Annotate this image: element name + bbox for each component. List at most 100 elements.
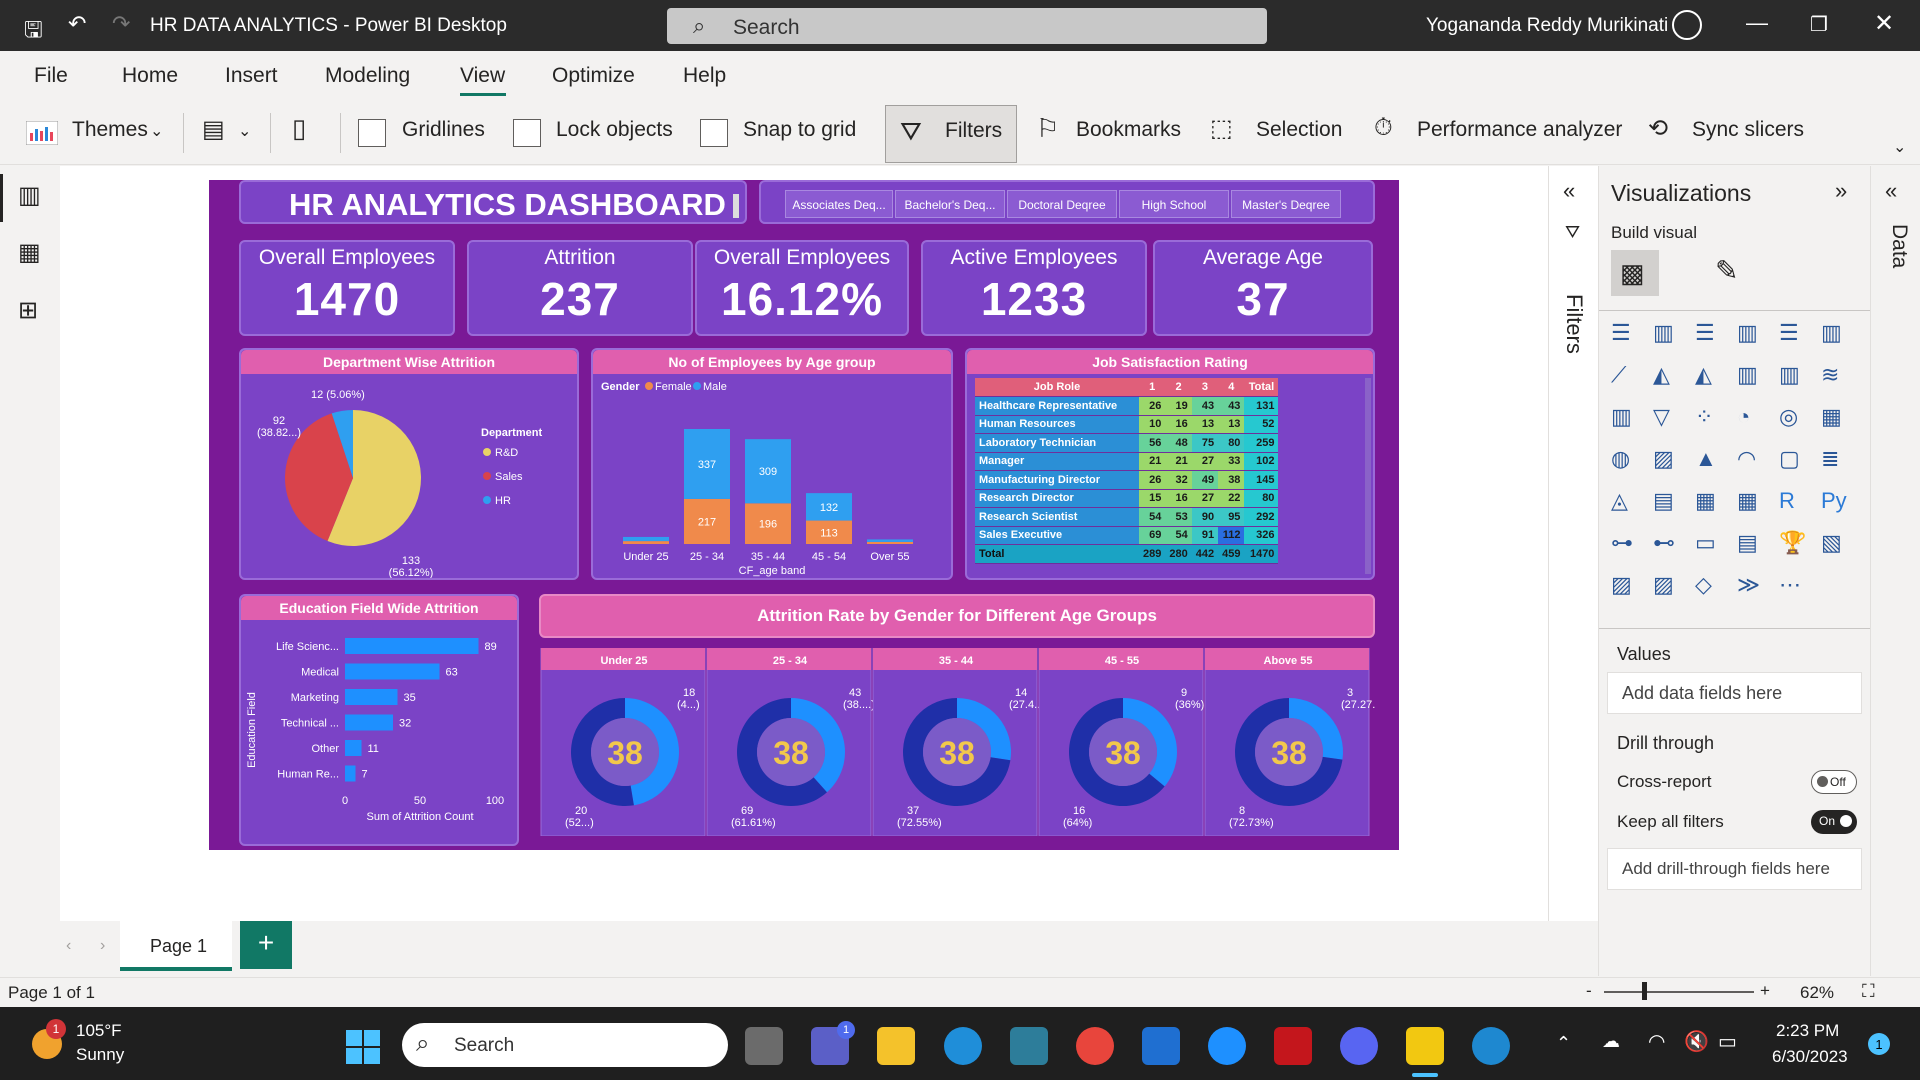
notification-badge[interactable]: 1 (1868, 1033, 1890, 1055)
100-bar-visual-icon[interactable]: ☰ (1779, 320, 1799, 345)
model-view-icon[interactable]: ⊞ (18, 297, 39, 324)
edge-dev-icon[interactable] (1472, 1027, 1510, 1065)
collapse-icon[interactable]: » (1835, 178, 1848, 203)
line-visual-icon[interactable]: ⟋ (1611, 362, 1627, 387)
taskbar-search[interactable]: ⌕ Search (402, 1023, 728, 1067)
azure-map-visual-icon[interactable]: ▲ (1695, 446, 1717, 471)
table-row[interactable]: Human Resources 10 16 13 13 52 (975, 415, 1279, 434)
qa-visual-icon[interactable]: ▭ (1695, 530, 1716, 555)
treemap-visual-icon[interactable]: ▦ (1821, 404, 1842, 429)
onedrive-icon[interactable]: ☁ (1602, 1031, 1620, 1051)
page-tab-1[interactable]: Page 1 (120, 921, 232, 971)
mobile-layout-icon[interactable]: ▯ (292, 113, 307, 143)
table-row[interactable]: Research Scientist 54 53 90 95 292 (975, 507, 1279, 527)
clock-time[interactable]: 2:23 PM (1776, 1021, 1840, 1040)
account-icon[interactable] (1672, 10, 1702, 40)
bookmarks-button[interactable]: Bookmarks (1076, 118, 1182, 141)
themes-button[interactable]: Themes (72, 118, 148, 141)
edge-icon[interactable] (944, 1027, 982, 1065)
filters-pane-collapsed[interactable]: « ⛛ Filters (1548, 166, 1598, 921)
table-visual-icon[interactable]: ▦ (1695, 488, 1716, 513)
zoom-in-icon[interactable]: + (1760, 981, 1770, 1000)
zoom-out-icon[interactable]: - (1586, 981, 1592, 1000)
stacked-column-visual-icon[interactable]: ▥ (1653, 320, 1674, 345)
tab-insert[interactable]: Insert (225, 64, 278, 87)
python-visual-icon[interactable]: Py (1821, 488, 1847, 513)
battery-icon[interactable]: ▭ (1718, 1031, 1737, 1053)
diamond-visual-icon[interactable]: ◇ (1695, 572, 1712, 597)
zoom-thumb[interactable] (1642, 982, 1647, 1000)
lock-objects-checkbox[interactable] (513, 119, 541, 147)
gridlines-checkbox[interactable] (358, 119, 386, 147)
slicer-item-high-school[interactable]: High School (1119, 190, 1229, 218)
slicer-item-masters[interactable]: Master's Deqree (1231, 190, 1341, 218)
close-icon[interactable]: ✕ (1874, 10, 1895, 37)
mcafee-icon[interactable] (1274, 1027, 1312, 1065)
education-field-chart[interactable]: Education Field Wide Attrition Life Scie… (239, 594, 519, 846)
start-icon[interactable] (345, 1029, 381, 1065)
discord-icon[interactable] (1340, 1027, 1378, 1065)
values-well[interactable]: Add data fields here (1607, 672, 1862, 714)
tab-help[interactable]: Help (683, 64, 727, 87)
wifi-icon[interactable]: ◠ (1648, 1031, 1666, 1053)
tab-optimize[interactable]: Optimize (552, 64, 635, 87)
area-visual-icon[interactable]: ◭ (1653, 362, 1670, 387)
tab-file[interactable]: File (34, 64, 68, 87)
decomposition-tree-visual-icon[interactable]: ⊷ (1653, 530, 1675, 555)
task-view-icon[interactable] (745, 1027, 783, 1065)
key-influencers-visual-icon[interactable]: ⊶ (1611, 530, 1633, 555)
gauge-visual-icon[interactable]: ◠ (1737, 446, 1757, 471)
table-row[interactable]: Manufacturing Director 26 32 49 38 145 (975, 470, 1279, 490)
funnel-visual-icon[interactable]: ▽ (1653, 404, 1670, 429)
line-clustered-visual-icon[interactable]: ▥ (1779, 362, 1800, 387)
kpi-average-age[interactable]: Average Age 37 (1153, 240, 1373, 336)
clustered-column-visual-icon[interactable]: ▥ (1737, 320, 1758, 345)
sync-slicers-button[interactable]: Sync slicers (1692, 118, 1805, 141)
chevron-down-icon[interactable]: ⌄ (238, 123, 252, 140)
100-column-visual-icon[interactable]: ▥ (1821, 320, 1842, 345)
table-view-icon[interactable]: ▦ (18, 239, 41, 266)
column-header[interactable]: Job Role (975, 378, 1139, 397)
department-attrition-chart[interactable]: Department Wise Attrition 133 (56.12%) 92(… (239, 348, 579, 580)
save-icon[interactable]: 🖫 (24, 17, 43, 42)
zoom-slider[interactable] (1604, 991, 1754, 993)
next-page-icon[interactable]: › (100, 937, 106, 954)
fit-to-page-icon[interactable]: ⛶ (1862, 981, 1875, 1001)
table-row[interactable]: Healthcare Representative 26 19 43 43 131 (975, 396, 1279, 416)
stacked-bar-visual-icon[interactable]: ☰ (1611, 320, 1631, 345)
map-visual-icon[interactable]: ◍ (1611, 446, 1631, 471)
narrative-visual-icon[interactable]: ▤ (1737, 530, 1758, 555)
clock-date[interactable]: 6/30/2023 (1772, 1047, 1848, 1066)
ribbon-visual-icon[interactable]: ≋ (1821, 362, 1840, 387)
column-header[interactable]: Total (1244, 378, 1279, 397)
page-view-icon[interactable]: ▤ (202, 116, 225, 143)
performance-analyzer-button[interactable]: Performance analyzer (1417, 118, 1623, 141)
report-view-icon[interactable]: ▥ (18, 182, 41, 209)
expand-icon[interactable]: « (1885, 178, 1898, 203)
help-icon[interactable] (1208, 1027, 1246, 1065)
column-header[interactable]: 3 (1191, 378, 1219, 397)
tab-modeling[interactable]: Modeling (325, 64, 411, 87)
chevron-down-icon[interactable]: ⌄ (150, 123, 164, 140)
file-explorer-icon[interactable] (877, 1027, 915, 1065)
tab-home[interactable]: Home (122, 64, 179, 87)
kpi-attrition[interactable]: Attrition 237 (467, 240, 693, 336)
prev-page-icon[interactable]: ‹ (66, 937, 72, 954)
redo-icon[interactable]: ↷ (112, 11, 131, 36)
more-visual-icon[interactable]: ⋯ (1779, 572, 1801, 597)
table-row[interactable]: Research Director 15 16 27 22 80 (975, 489, 1279, 508)
volume-icon[interactable]: 🔇 (1684, 1031, 1709, 1053)
line-column-visual-icon[interactable]: ▥ (1737, 362, 1758, 387)
clustered-bar-visual-icon[interactable]: ☰ (1695, 320, 1715, 345)
table-scrollbar[interactable] (1365, 378, 1371, 574)
column-header[interactable]: 1 (1139, 378, 1166, 397)
cross-report-toggle[interactable]: Off (1811, 770, 1857, 794)
store-icon[interactable] (1010, 1027, 1048, 1065)
power-automate-visual-icon[interactable]: ▨ (1653, 572, 1674, 597)
table-row[interactable]: Sales Executive 69 54 91 112 326 (975, 526, 1279, 545)
search-bar[interactable]: ⌕ Search (667, 8, 1267, 44)
slicer-item-doctoral[interactable]: Doctoral Deqree (1007, 190, 1117, 218)
column-header[interactable]: 2 (1165, 378, 1192, 397)
myhp-icon[interactable] (1142, 1027, 1180, 1065)
pie-visual-icon[interactable]: ◔ (1737, 404, 1751, 429)
